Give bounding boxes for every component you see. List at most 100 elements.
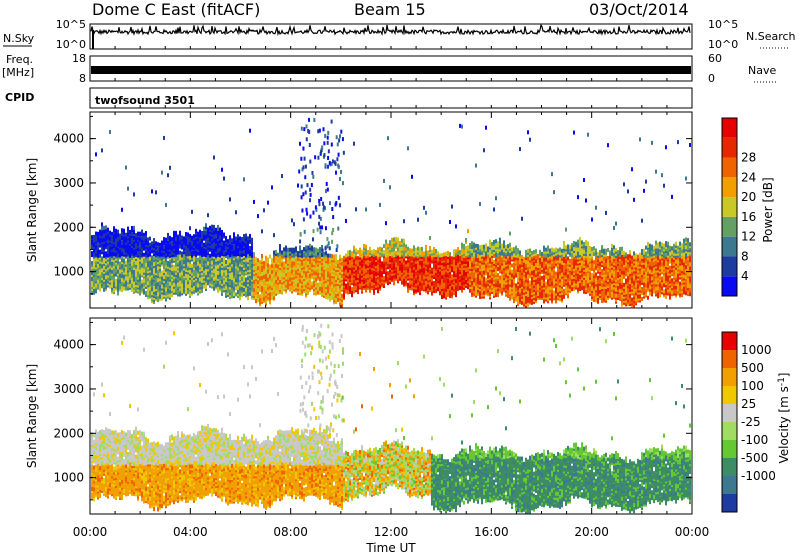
heat-cell <box>435 288 437 293</box>
heat-cell <box>185 251 187 256</box>
heat-cell <box>113 284 115 289</box>
heat-cell <box>255 257 257 262</box>
heat-cell <box>227 239 229 244</box>
heat-cell <box>133 225 135 230</box>
heat-cell <box>421 246 423 251</box>
heat-cell <box>255 295 257 300</box>
heat-cell <box>179 254 181 259</box>
heat-cell <box>235 292 237 297</box>
heat-cell <box>461 260 463 265</box>
heat-cell <box>449 268 451 273</box>
heat-cell <box>365 244 367 249</box>
heat-cell <box>363 244 365 249</box>
heat-cell <box>315 259 317 264</box>
heat-cell <box>413 279 415 284</box>
heat-cell <box>247 292 249 297</box>
heat-cell <box>161 284 163 289</box>
heat-cell <box>97 231 99 236</box>
heat-cell <box>323 251 325 256</box>
heat-cell <box>489 239 491 244</box>
heat-cell <box>291 281 293 286</box>
heat-cell <box>281 250 283 255</box>
heat-cell <box>311 281 313 286</box>
heat-cell <box>181 235 183 240</box>
heat-cell <box>109 274 111 279</box>
heat-cell <box>503 248 505 253</box>
heat-cell <box>417 272 419 277</box>
heat-cell-sparse <box>423 205 425 210</box>
heat-cell <box>203 242 205 247</box>
heat-cell <box>215 237 217 242</box>
heat-cell <box>225 235 227 240</box>
heat-cell <box>373 288 375 293</box>
heat-cell <box>279 275 281 280</box>
heat-cell <box>259 294 261 299</box>
heat-cell <box>331 296 333 301</box>
heat-cell <box>511 281 513 286</box>
heat-cell-sparse <box>95 152 97 157</box>
heat-cell <box>475 289 477 294</box>
heat-cell <box>305 245 307 250</box>
heat-cell-sparse <box>223 176 225 181</box>
heat-cell-sparse <box>253 199 255 204</box>
heat-cell <box>163 263 165 268</box>
heat-cell <box>197 231 199 236</box>
heat-cell <box>191 241 193 246</box>
heat-cell-sparse <box>101 148 103 153</box>
heat-cell <box>283 261 285 266</box>
heat-cell <box>245 291 247 296</box>
heat-cell <box>247 288 249 293</box>
heat-cell <box>143 242 145 247</box>
heat-cell <box>233 292 235 297</box>
heat-cell <box>243 234 245 239</box>
heat-cell-sparse <box>461 124 463 129</box>
heat-cell <box>169 289 171 294</box>
heat-cell <box>361 285 363 290</box>
heat-cell <box>177 282 179 287</box>
heat-cell <box>223 260 225 265</box>
heat-cell <box>509 260 511 265</box>
heat-cell <box>215 227 217 232</box>
heat-cell <box>425 244 427 249</box>
heat-cell <box>147 237 149 242</box>
heat-cell <box>443 284 445 289</box>
heat-cell-sparse <box>257 214 259 219</box>
heat-cell <box>133 263 135 268</box>
heat-cell <box>361 249 363 254</box>
heat-cell <box>451 256 453 261</box>
heat-cell <box>189 251 191 256</box>
heat-cell <box>101 222 103 227</box>
heat-cell <box>121 258 123 263</box>
heat-cell <box>479 245 481 250</box>
heat-cell <box>251 283 253 288</box>
heat-cell <box>513 247 515 252</box>
heat-cell <box>241 286 243 291</box>
heat-cell-sparse <box>213 155 215 160</box>
heat-cell <box>139 231 141 236</box>
heat-cell-sparse <box>167 173 169 178</box>
heat-cell <box>457 282 459 287</box>
heat-cell <box>445 251 447 256</box>
heat-cell <box>301 249 303 254</box>
heat-cell <box>465 267 467 272</box>
heat-cell <box>321 245 323 250</box>
heat-cell <box>351 251 353 256</box>
heat-cell <box>159 246 161 251</box>
heat-cell <box>349 264 351 269</box>
heat-cell <box>273 266 275 271</box>
heat-cell <box>183 288 185 293</box>
heat-cell <box>149 236 151 241</box>
heat-cell <box>373 272 375 277</box>
heat-cell <box>423 257 425 262</box>
heat-cell <box>103 225 105 230</box>
heat-cell <box>395 258 397 263</box>
heat-cell <box>329 285 331 290</box>
heat-cell <box>157 246 159 251</box>
heat-cell <box>269 264 271 269</box>
heat-cell <box>487 246 489 251</box>
heat-cell <box>93 288 95 293</box>
heat-cell <box>187 262 189 267</box>
heat-cell <box>501 265 503 270</box>
heat-cell <box>317 272 319 277</box>
